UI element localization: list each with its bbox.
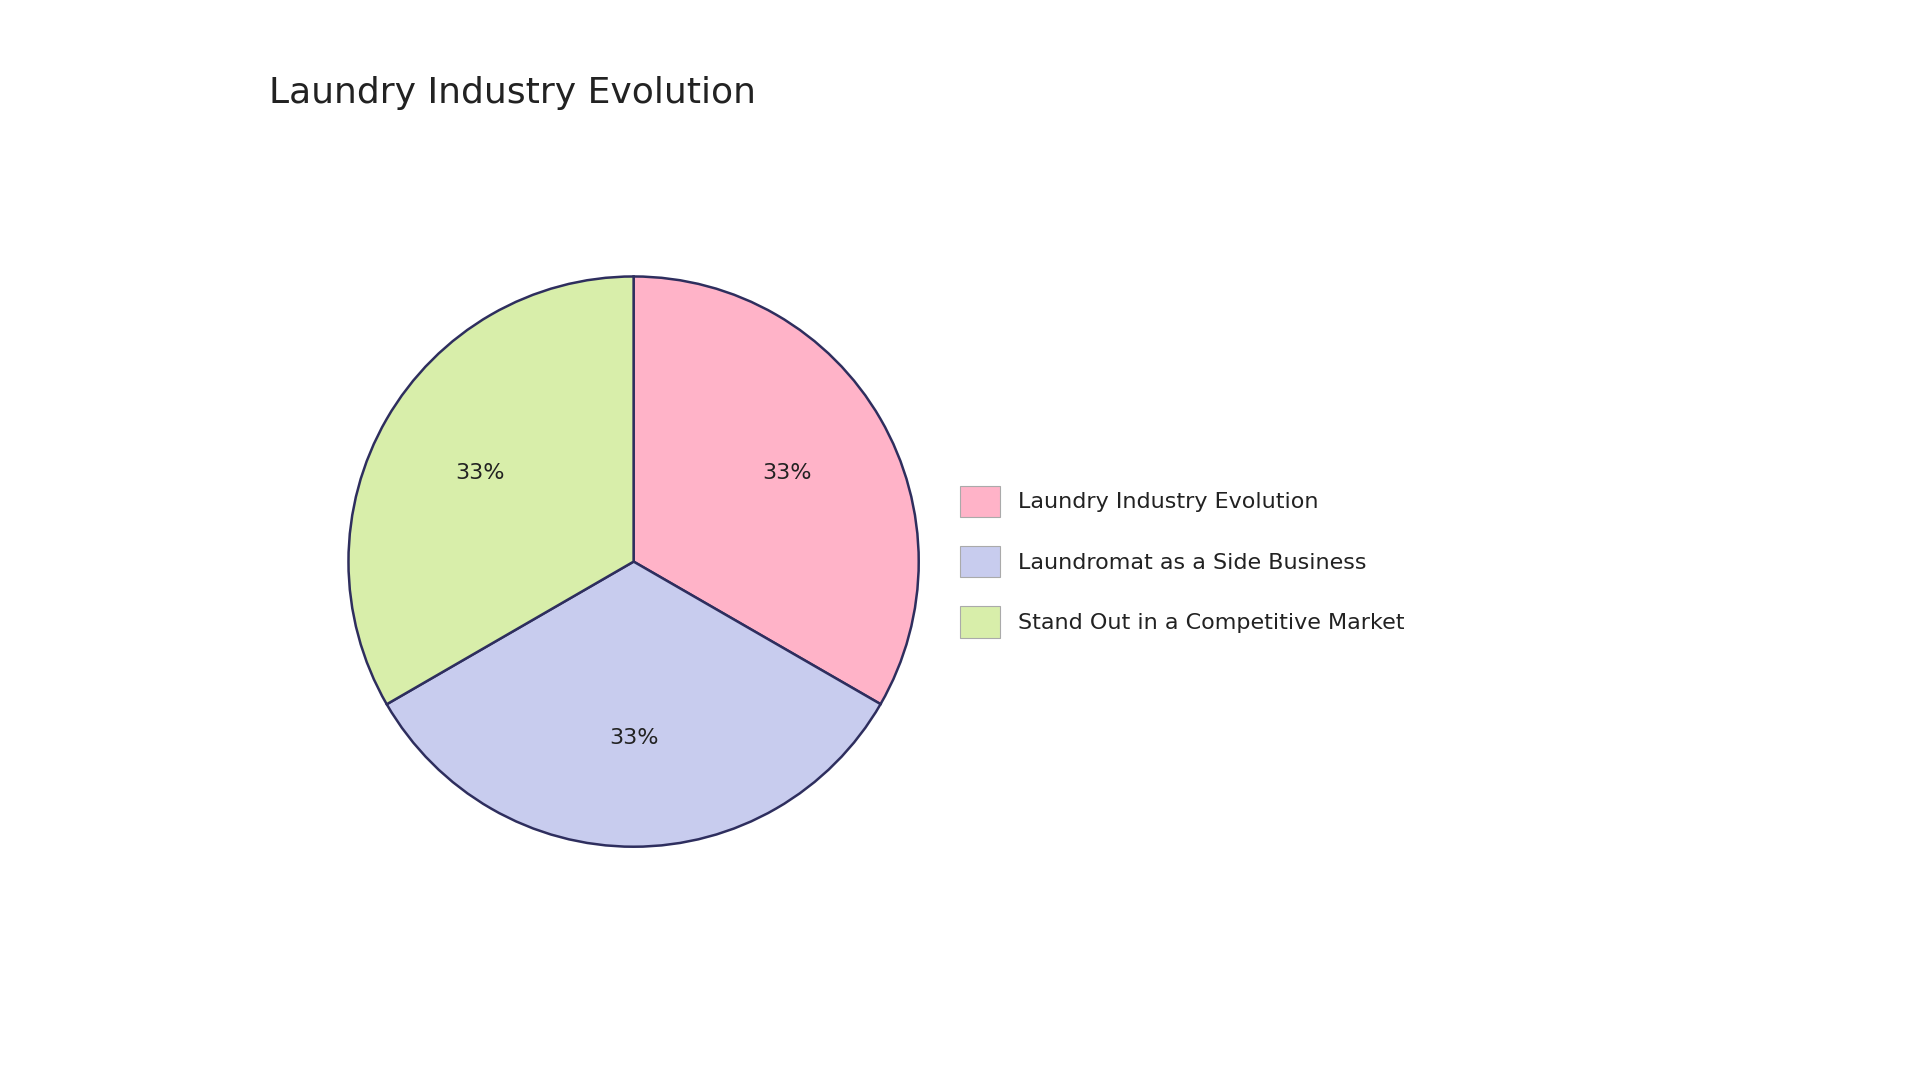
Wedge shape [634, 276, 920, 704]
Text: 33%: 33% [762, 463, 812, 483]
Legend: Laundry Industry Evolution, Laundromat as a Side Business, Stand Out in a Compet: Laundry Industry Evolution, Laundromat a… [948, 474, 1415, 649]
Text: 33%: 33% [455, 463, 505, 483]
Text: 33%: 33% [609, 728, 659, 748]
Wedge shape [386, 562, 881, 847]
Wedge shape [349, 276, 634, 704]
Text: Laundry Industry Evolution: Laundry Industry Evolution [269, 76, 756, 109]
